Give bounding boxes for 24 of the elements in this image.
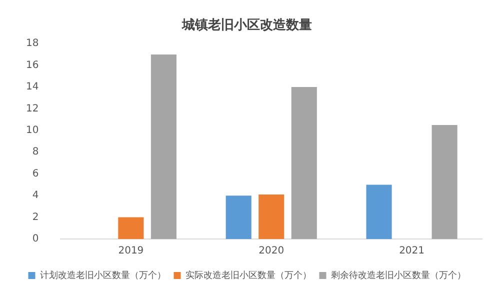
y-tick-label: 10 <box>26 125 39 136</box>
chart-title: 城镇老旧小区改造数量 <box>181 18 312 34</box>
y-tick-label: 2 <box>32 212 39 223</box>
bar <box>291 87 317 239</box>
legend-label: 剩余待改造老旧小区数量（万个） <box>330 270 466 281</box>
bar <box>226 196 252 239</box>
y-tick-label: 16 <box>26 60 39 71</box>
x-tick-label: 2019 <box>118 246 144 257</box>
y-tick-label: 18 <box>26 38 39 50</box>
y-tick-label: 14 <box>26 82 39 93</box>
bar <box>258 194 284 239</box>
bar <box>150 54 176 239</box>
x-tick-label: 2021 <box>399 246 425 257</box>
y-tick-label: 0 <box>32 234 39 245</box>
bar <box>118 217 144 239</box>
legend-label: 实际改造老旧小区数量（万个） <box>185 270 312 281</box>
x-tick-label: 2020 <box>258 246 284 257</box>
y-tick-label: 4 <box>32 190 39 202</box>
bar <box>366 184 392 239</box>
legend-label: 计划改造老旧小区数量（万个） <box>40 270 166 281</box>
bar <box>432 125 458 239</box>
y-tick-label: 8 <box>32 146 39 158</box>
y-tick-label: 6 <box>32 168 39 180</box>
y-tick-label: 12 <box>26 103 39 114</box>
